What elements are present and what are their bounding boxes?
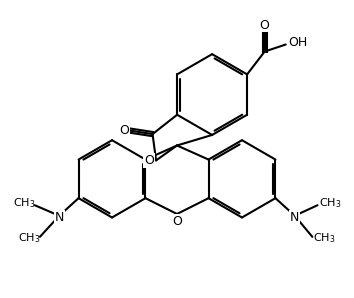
Text: O: O (144, 154, 154, 167)
Text: O: O (172, 215, 182, 227)
Text: CH$_3$: CH$_3$ (13, 197, 35, 210)
Text: CH$_3$: CH$_3$ (18, 232, 41, 246)
Text: OH: OH (289, 36, 308, 49)
Text: CH$_3$: CH$_3$ (313, 232, 336, 246)
Text: N: N (55, 211, 64, 224)
Text: O: O (120, 124, 130, 137)
Text: CH$_3$: CH$_3$ (319, 197, 341, 210)
Text: O: O (260, 19, 270, 32)
Text: N: N (290, 211, 299, 224)
